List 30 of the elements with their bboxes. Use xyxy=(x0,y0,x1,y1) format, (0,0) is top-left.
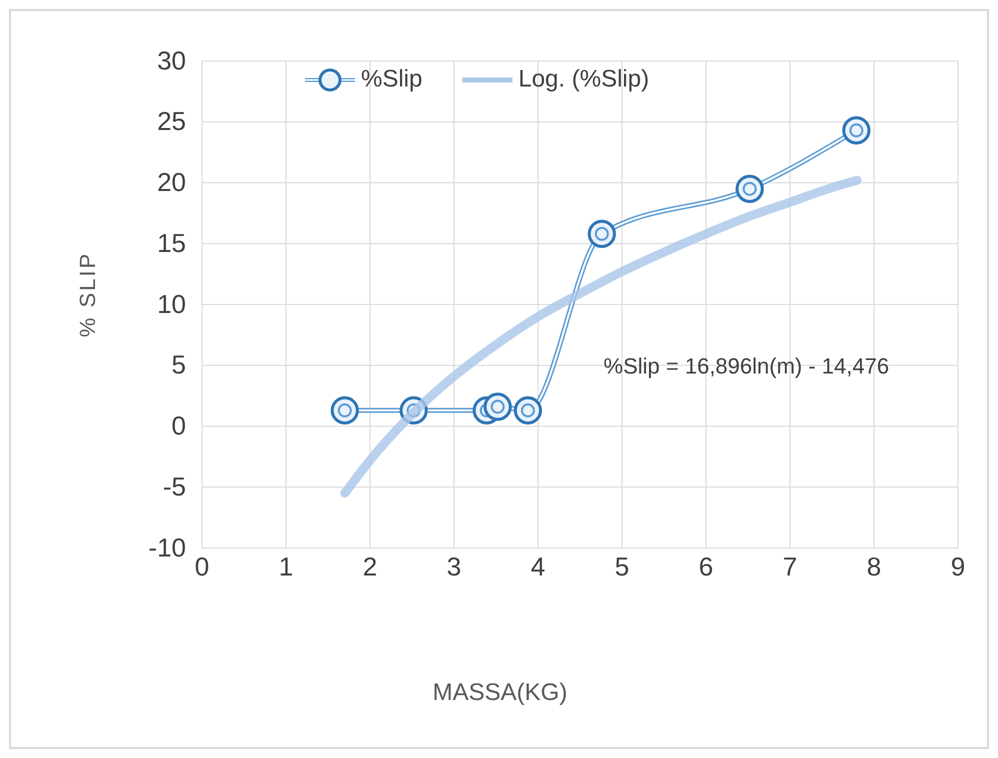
point xyxy=(514,396,542,425)
y-axis-title: % SLIP xyxy=(75,252,100,338)
x-tick-label: 0 xyxy=(194,551,210,582)
y-tick-label: -10 xyxy=(148,532,186,562)
legend-label: Log. (%Slip) xyxy=(518,65,650,92)
y-tick-label: 10 xyxy=(157,288,186,319)
annotation: %Slip = 16,896ln(m) - 14,476 xyxy=(604,354,890,379)
point xyxy=(588,220,616,248)
y-tick-label: 5 xyxy=(172,350,186,380)
legend-label: %Slip xyxy=(361,65,422,92)
y-tick-label: 15 xyxy=(157,228,186,258)
y-tick-label: 30 xyxy=(157,45,186,76)
y-tick-label: 0 xyxy=(172,410,186,441)
x-tick-label: 2 xyxy=(362,551,378,582)
x-tick-label: 5 xyxy=(614,551,630,582)
point xyxy=(330,396,359,425)
x-tick-label: 1 xyxy=(278,551,294,582)
point xyxy=(484,392,512,421)
x-tick-label: 7 xyxy=(782,551,798,582)
y-tick-label: 25 xyxy=(157,106,186,136)
point xyxy=(842,116,870,144)
x-tick-label: 3 xyxy=(446,551,462,582)
x-tick-label: 9 xyxy=(950,551,966,582)
y-tick-label: -5 xyxy=(162,471,186,502)
x-tick-label: 6 xyxy=(698,551,714,582)
point xyxy=(736,174,764,203)
x-axis-title: MASSA(KG) xyxy=(432,679,568,706)
x-tick-label: 4 xyxy=(530,551,546,582)
y-tick-label: 20 xyxy=(157,167,186,198)
x-tick-label: 8 xyxy=(866,551,882,582)
